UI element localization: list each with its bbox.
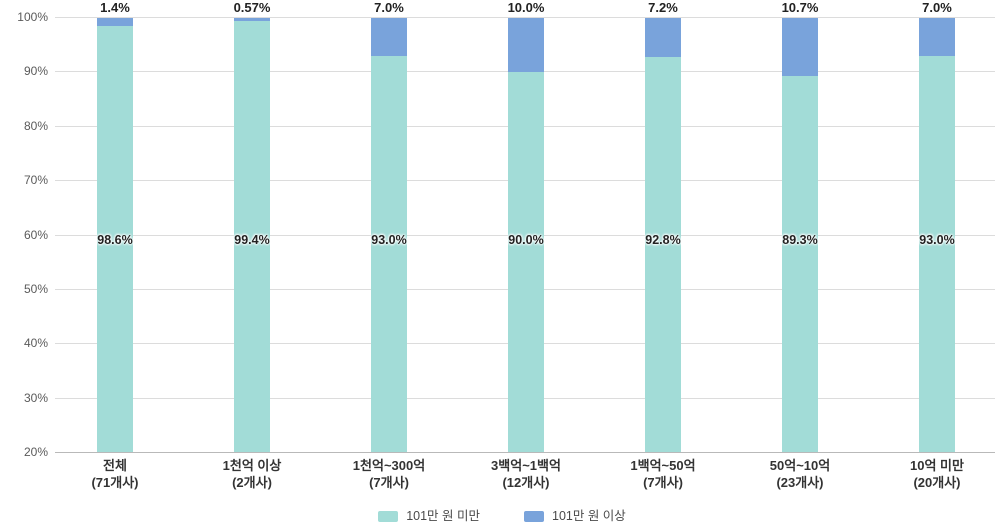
bar-top-value-label: 7.2% [648, 0, 678, 15]
bar-segment-over-101 [782, 18, 818, 77]
bar-segment-under-101 [782, 76, 818, 453]
x-axis-category-label: 3백억~1백억 (12개사) [461, 457, 591, 491]
category-name: 10억 미만 [910, 458, 964, 473]
x-axis-category-label: 1천억 이상 (2개사) [187, 457, 317, 491]
stacked-bar [782, 18, 818, 453]
bar-top-value-label: 10.7% [781, 0, 819, 15]
gridline-20 [55, 452, 995, 454]
bar-top-value-label: 10.0% [507, 0, 545, 15]
y-axis-tick-100: 100% [17, 10, 48, 24]
bar-inside-value-label: 93.0% [371, 233, 407, 247]
category-name: 1백억~50억 [630, 458, 696, 473]
legend-label-under: 101만 원 미만 [406, 509, 480, 523]
category-name: 전체 [103, 458, 127, 473]
bar-segment-under-101 [645, 57, 681, 453]
category-name: 50억~10억 [769, 458, 831, 473]
bar-inside-value-label: 93.0% [919, 233, 955, 247]
bar-inside-value-label: 99.4% [234, 233, 270, 247]
category-name: 3백억~1백억 [491, 458, 561, 473]
stacked-bar [919, 18, 955, 453]
category-name: 1천억~300억 [352, 458, 426, 473]
y-axis-tick-80: 80% [23, 118, 48, 133]
bar-segment-over-101 [508, 18, 544, 73]
category-company-count: (12개사) [502, 475, 550, 490]
y-axis-tick-60: 60% [23, 227, 48, 242]
category-name: 1천억 이상 [222, 458, 282, 473]
y-axis-tick-20: 20% [23, 445, 48, 460]
bar-top-value-label: 1.4% [100, 0, 130, 15]
bar-segment-over-101 [645, 18, 681, 58]
legend-swatch-blue-icon [524, 510, 544, 522]
stacked-bar [645, 18, 681, 453]
bar-segment-under-101 [371, 56, 407, 453]
x-axis-category-label: 1천억~300억 (7개사) [324, 457, 454, 491]
y-axis-tick-50: 50% [23, 282, 48, 296]
category-company-count: (2개사) [232, 475, 272, 490]
x-axis-category-label: 1백억~50억 (7개사) [598, 457, 728, 491]
bar-segment-under-101 [919, 56, 955, 453]
chart-legend: 101만 원 미만 101만 원 이상 [0, 509, 1004, 523]
bar-inside-value-label: 92.8% [645, 233, 681, 247]
stacked-bar [234, 18, 270, 453]
x-axis-category-label: 50억~10억 (23개사) [735, 457, 865, 491]
bar-top-value-label: 0.57% [233, 0, 271, 15]
bar-segment-over-101 [234, 18, 270, 22]
bar-inside-value-label: 98.6% [97, 233, 133, 247]
category-company-count: (71개사) [91, 475, 139, 490]
category-company-count: (23개사) [776, 475, 824, 490]
category-company-count: (7개사) [643, 475, 683, 490]
legend-item-over: 101만 원 이상 [524, 509, 626, 523]
bar-top-value-label: 7.0% [374, 0, 404, 15]
stacked-bar [371, 18, 407, 453]
bar-inside-value-label: 90.0% [508, 233, 544, 247]
bar-segment-over-101 [371, 18, 407, 57]
legend-label-over: 101만 원 이상 [552, 509, 626, 523]
bar-segment-under-101 [234, 21, 270, 453]
bar-inside-value-label: 89.3% [782, 233, 818, 247]
gridline-100 [55, 17, 995, 18]
y-axis-tick-70: 70% [23, 173, 48, 188]
bar-segment-over-101 [919, 18, 955, 57]
category-company-count: (20개사) [913, 475, 961, 490]
bar-segment-over-101 [97, 18, 133, 26]
stacked-bar [508, 18, 544, 453]
x-axis-category-label: 10억 미만 (20개사) [872, 457, 1002, 491]
y-axis-tick-90: 90% [23, 64, 48, 79]
legend-swatch-teal-icon [378, 510, 399, 522]
category-company-count: (7개사) [369, 475, 409, 490]
stacked-bar [97, 18, 133, 453]
y-axis-tick-40: 40% [23, 336, 48, 351]
y-axis-tick-30: 30% [23, 390, 48, 405]
x-axis-category-label: 전체 (71개사) [50, 457, 180, 491]
legend-item-under: 101만 원 미만 [378, 509, 480, 523]
bar-segment-under-101 [97, 25, 133, 453]
bar-segment-under-101 [508, 72, 544, 453]
bar-top-value-label: 7.0% [922, 0, 952, 15]
